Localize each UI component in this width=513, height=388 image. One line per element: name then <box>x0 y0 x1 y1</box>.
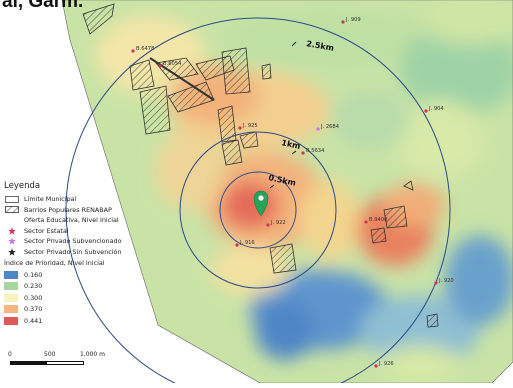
school-point[interactable] <box>374 364 378 368</box>
scale-segment-dark <box>10 361 46 365</box>
priority-item: 0.370 <box>4 304 144 316</box>
legend-item: Oferta Educativa, Nivel Inicial <box>4 215 144 226</box>
barrio-polygon <box>239 131 259 149</box>
school-point[interactable] <box>424 109 428 113</box>
barrio-polygon <box>261 63 272 80</box>
priority-item: 0.160 <box>4 269 144 281</box>
school-point[interactable] <box>131 49 135 53</box>
legend-item-label: Oferta Educativa, Nivel Inicial <box>24 216 119 225</box>
priority-label: 0.230 <box>24 282 43 291</box>
legend-heading: Leyenda <box>4 181 41 191</box>
barrio-polygon <box>139 85 171 135</box>
star-icon <box>4 248 20 256</box>
barrio-polygon <box>82 3 115 35</box>
star-icon <box>4 237 20 245</box>
school-point[interactable] <box>301 151 305 155</box>
legend-item: Barrios Populares RENABAP <box>4 205 144 216</box>
star-icon <box>4 227 20 235</box>
legend-item: Sector Privado Sin Subvención <box>4 247 144 258</box>
scale-label-1000: 1,000 m <box>80 351 105 358</box>
barrio-polygon <box>221 139 243 166</box>
priority-swatch <box>4 293 18 302</box>
school-point[interactable] <box>364 220 368 224</box>
school-label: J. 920 <box>438 278 454 284</box>
legend-item-label: Barrios Populares RENABAP <box>24 205 112 214</box>
school-label: J. 926 <box>378 361 394 367</box>
barrio-polygon <box>129 59 155 91</box>
priority-label: 0.300 <box>24 293 43 302</box>
location-pin-icon <box>253 190 269 217</box>
school-point[interactable] <box>235 243 239 247</box>
barrio-polygon <box>155 57 199 81</box>
legend-symbol <box>4 206 20 214</box>
barrio-polygon <box>403 180 414 191</box>
priority-heading: Índice de Prioridad, Nivel Inicial <box>4 259 105 267</box>
school-point[interactable] <box>341 20 345 24</box>
school-point[interactable] <box>316 127 320 131</box>
priority-item: 0.441 <box>4 315 144 327</box>
scale-label-0: 0 <box>8 351 12 358</box>
school-label: B.6054 <box>163 61 182 67</box>
school-label: J. 909 <box>345 17 361 23</box>
priority-swatch <box>4 282 18 291</box>
ring-arrows <box>269 41 297 189</box>
school-label: B.9400 <box>369 217 387 223</box>
school-label: B.5634 <box>306 148 325 154</box>
renabap-neighborhoods <box>82 3 439 328</box>
barrio-polygon <box>426 313 439 328</box>
priority-swatch <box>4 305 18 314</box>
legend-item-label: Límite Municipal <box>24 195 77 204</box>
school-label: J. 925 <box>242 123 258 129</box>
map-title: al, Garm. <box>2 0 84 12</box>
school-point[interactable] <box>434 281 438 285</box>
barrio-polygon <box>370 227 387 244</box>
school-label: B.6478 <box>136 46 154 52</box>
ring-label-1km: 1km <box>281 138 302 151</box>
legend-symbol <box>4 195 20 203</box>
school-points: J. 909 B.6478 B.6054 J. 904 J. 925 J. 2684 B.5… <box>131 17 454 368</box>
school-point[interactable] <box>158 64 162 68</box>
barrio-polygon <box>217 105 237 143</box>
ring-1km <box>179 131 337 289</box>
legend-item-label: Sector Estatal <box>24 226 69 235</box>
scale-bar: 0 500 1,000 m <box>8 351 128 373</box>
school-label: J. 904 <box>428 106 444 112</box>
ring-2-5km <box>65 17 451 388</box>
priority-item: 0.300 <box>4 292 144 304</box>
legend-item-label: Sector Privado Subvencionado <box>24 237 122 246</box>
legend-item-label: Sector Privado Sin Subvención <box>24 247 122 256</box>
school-label: J. 916 <box>239 240 255 246</box>
scale-label-500: 500 <box>44 351 56 358</box>
scale-segment-light <box>46 361 84 365</box>
priority-label: 0.441 <box>24 316 43 325</box>
legend-item: Límite Municipal <box>4 194 144 205</box>
priority-label: 0.370 <box>24 305 43 314</box>
priority-swatch <box>4 316 18 325</box>
school-label: J. 922 <box>270 220 286 226</box>
priority-swatch <box>4 270 18 279</box>
legend: Leyenda Límite Municipal Barrios Populare… <box>4 181 144 327</box>
school-label: J. 2684 <box>320 124 340 130</box>
ring-0-5km <box>219 171 297 249</box>
priority-label: 0.160 <box>24 270 43 279</box>
distance-rings <box>65 17 451 388</box>
barrio-polygon <box>221 47 251 95</box>
barrio-polygon <box>383 205 408 229</box>
legend-item: Sector Privado Subvencionado <box>4 236 144 247</box>
school-point[interactable] <box>238 126 242 130</box>
school-point[interactable] <box>266 223 270 227</box>
priority-item: 0.230 <box>4 281 144 293</box>
legend-spacer <box>4 216 20 224</box>
legend-item: Sector Estatal <box>4 226 144 237</box>
barrio-polygon <box>269 243 297 274</box>
